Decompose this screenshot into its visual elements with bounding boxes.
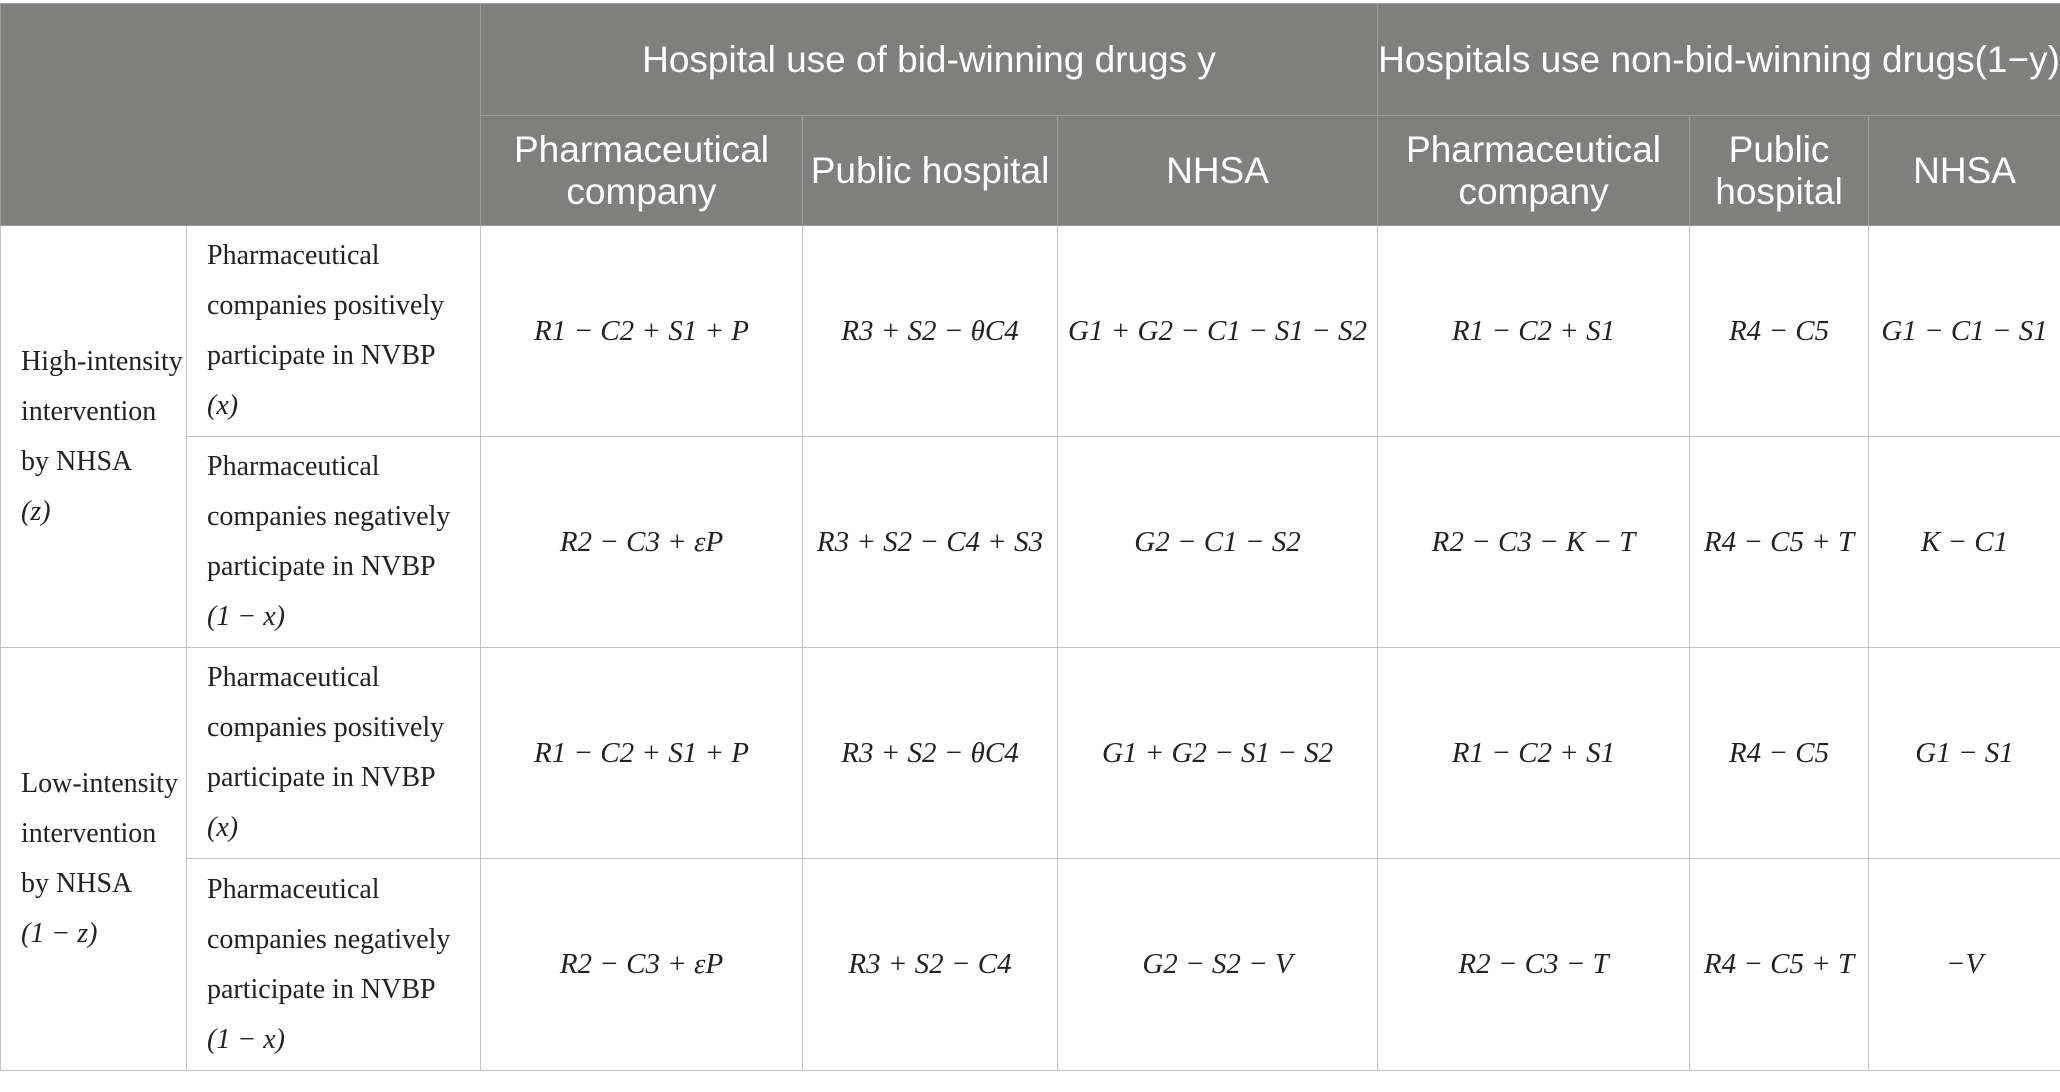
payoff-cell: G1 + G2 − S1 − S2 (1056, 647, 1379, 859)
payoff-cell: G2 − C1 − S2 (1056, 436, 1379, 648)
row-label-variable: (x) (207, 390, 239, 421)
header-corner-cell (0, 3, 481, 226)
row-label-negative: Pharmaceutical companies negatively part… (186, 436, 481, 648)
payoff-cell: R3 + S2 − θC4 (802, 647, 1058, 859)
payoff-cell: R1 − C2 + S1 + P (480, 225, 803, 437)
table-row: Pharmaceutical companies negatively part… (1, 858, 2060, 1071)
header-col-pharma-bid: Pharmaceutical company (480, 115, 803, 226)
table-row: High-intensity intervention by NHSA (z) … (0, 225, 2060, 648)
row-label-variable: (1 − x) (207, 601, 285, 632)
row-group-high-intensity: High-intensity intervention by NHSA (z) (0, 225, 187, 648)
row-group-variable: (z) (21, 495, 51, 527)
row-label-variable: (1 − x) (207, 1023, 285, 1055)
payoff-cell: R4 − C5 + T (1689, 858, 1870, 1071)
payoff-cell: R4 − C5 + T (1689, 436, 1870, 648)
header-col-pharma-nonbid: Pharmaceutical company (1377, 115, 1691, 226)
payoff-cell: R3 + S2 − C4 + S3 (802, 436, 1058, 648)
payoff-cell: R3 + S2 − C4 (802, 858, 1058, 1071)
payoff-cell: R2 − C3 − K − T (1377, 436, 1691, 648)
header-group-non-bid-winning: Hospitals use non-bid-winning drugs(1−y) (1377, 3, 2060, 116)
payoff-cell: G1 + G2 − C1 − S1 − S2 (1056, 225, 1379, 437)
payoff-cell: R1 − C2 + S1 (1377, 647, 1691, 859)
payoff-cell: −V (1868, 858, 2060, 1071)
payoff-cell: R1 − C2 + S1 + P (480, 647, 803, 859)
table-row: Low-intensity intervention by NHSA (1 − … (0, 647, 2060, 1071)
row-label-positive: Pharmaceutical companies positively part… (186, 647, 481, 859)
payoff-cell: G2 − S2 − V (1056, 858, 1379, 1071)
row-group-label: High-intensity intervention by NHSA (21, 345, 183, 477)
header-col-nhsa-nonbid: NHSA (1868, 115, 2060, 226)
row-group-variable: (1 − z) (21, 918, 98, 949)
row-label-variable: (x) (207, 812, 239, 843)
row-group-label: Low-intensity intervention by NHSA (21, 768, 179, 899)
payoff-cell: R4 − C5 (1689, 225, 1870, 437)
payoff-cell: G1 − S1 (1868, 647, 2060, 859)
row-label-text: Pharmaceutical companies negatively part… (207, 451, 451, 582)
row-label-negative: Pharmaceutical companies negatively part… (186, 858, 481, 1071)
payoff-cell: G1 − C1 − S1 (1868, 225, 2060, 437)
payoff-cell: R2 − C3 + εP (480, 436, 803, 648)
header-col-hospital-nonbid: Public hospital (1689, 115, 1870, 226)
header-group-bid-winning: Hospital use of bid-winning drugs y (479, 3, 1379, 116)
payoff-cell: R2 − C3 − T (1377, 858, 1691, 1071)
header-col-hospital-bid: Public hospital (802, 115, 1058, 226)
payoff-cell: R4 − C5 (1689, 647, 1870, 859)
payoff-cell: R2 − C3 + εP (480, 858, 803, 1071)
header-col-nhsa-bid: NHSA (1056, 115, 1379, 226)
row-label-positive: Pharmaceutical companies positively part… (186, 225, 481, 437)
payoff-matrix-table: Hospital use of bid-winning drugs y Hosp… (0, 3, 2060, 1071)
payoff-cell: R1 − C2 + S1 (1377, 225, 1691, 437)
row-label-text: Pharmaceutical companies positively part… (207, 662, 445, 793)
payoff-cell: K − C1 (1868, 436, 2060, 648)
row-label-text: Pharmaceutical companies negatively part… (207, 873, 451, 1005)
row-group-low-intensity: Low-intensity intervention by NHSA (1 − … (0, 647, 187, 1071)
payoff-cell: R3 + S2 − θC4 (802, 225, 1058, 437)
row-label-text: Pharmaceutical companies positively part… (207, 240, 445, 371)
table-row: Pharmaceutical companies negatively part… (1, 436, 2060, 648)
